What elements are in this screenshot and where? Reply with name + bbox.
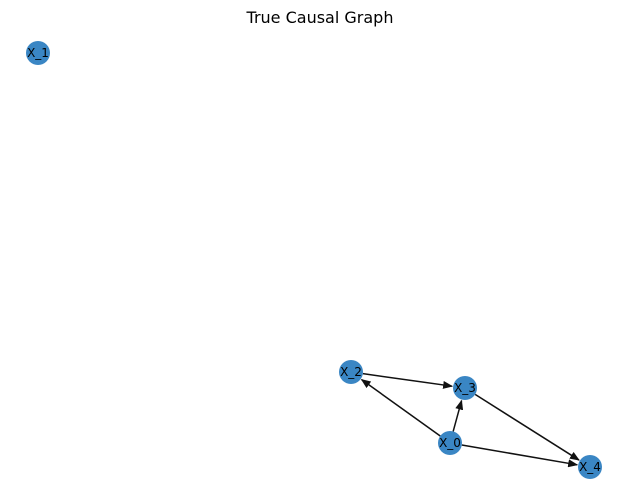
node-label: X_0: [439, 436, 461, 450]
node-X_0: X_0: [438, 431, 462, 455]
node-circle: [339, 360, 363, 384]
node-circle: [578, 455, 602, 479]
node-label: X_3: [454, 381, 476, 395]
node-label: X_1: [27, 46, 49, 60]
node-circle: [453, 376, 477, 400]
graph-title: True Causal Graph: [246, 8, 394, 27]
node-circle: [438, 431, 462, 455]
node-circle: [26, 41, 50, 65]
edges-layer: [360, 372, 580, 468]
node-X_4: X_4: [578, 455, 602, 479]
node-X_2: X_2: [339, 360, 363, 384]
nodes-layer: X_0 X_1 X_2 X_3 X_4: [26, 41, 602, 479]
node-X_1: X_1: [26, 41, 50, 65]
edge-X_2-to-X_3: [362, 372, 454, 389]
edge-X_0-to-X_4: [461, 444, 579, 468]
node-X_3: X_3: [453, 376, 477, 400]
edge-X_0-to-X_2: [360, 378, 441, 437]
node-label: X_2: [340, 365, 362, 379]
edge-X_0-to-X_3: [452, 399, 464, 432]
edge-X_3-to-X_4: [474, 393, 580, 461]
node-label: X_4: [579, 460, 601, 474]
